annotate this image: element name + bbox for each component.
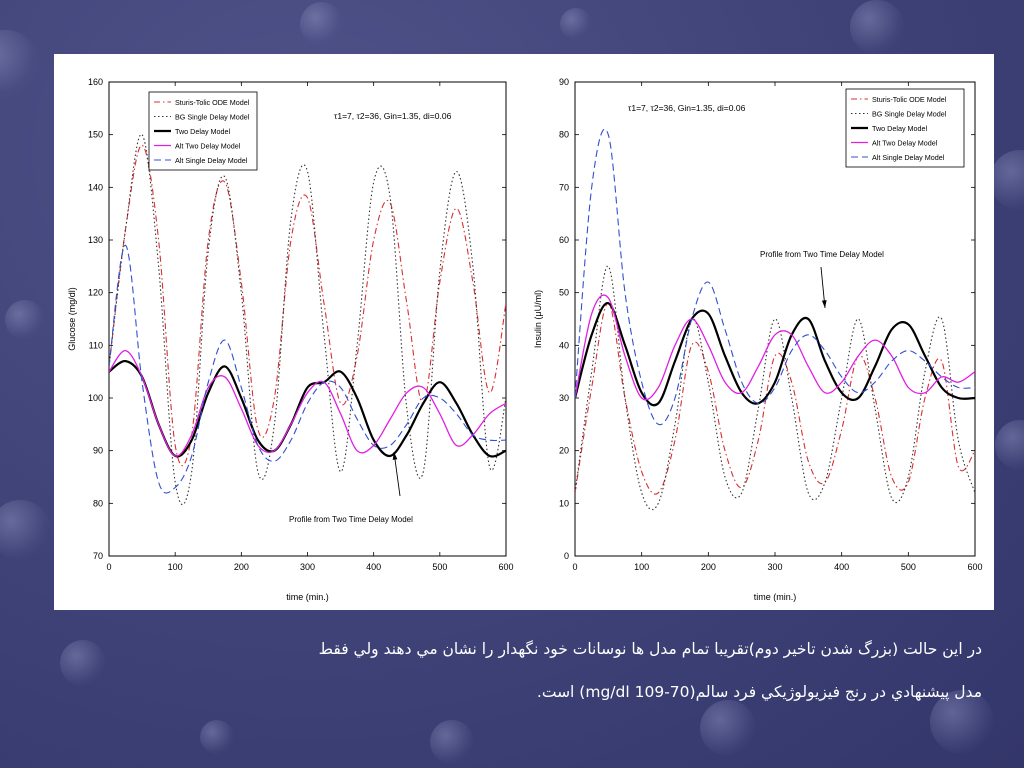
- background-bubble: [990, 150, 1024, 210]
- x-tick-label: 300: [767, 562, 782, 572]
- caption-line-1: در اين حالت (بزرگ شدن تاخير دوم)تقريبا ت…: [318, 640, 982, 658]
- y-tick-label: 90: [559, 77, 569, 87]
- background-bubble: [0, 30, 40, 100]
- x-tick-label: 500: [432, 562, 447, 572]
- x-tick-label: 600: [967, 562, 982, 572]
- x-tick-label: 400: [834, 562, 849, 572]
- series-line-two-delay-model: [109, 360, 506, 458]
- x-tick-label: 0: [572, 562, 577, 572]
- background-bubble: [930, 690, 994, 754]
- y-tick-label: 80: [93, 498, 103, 508]
- background-bubble: [700, 700, 756, 756]
- background-bubble: [300, 2, 344, 46]
- y-tick-label: 60: [559, 235, 569, 245]
- legend-label: Alt Two Delay Model: [872, 139, 938, 148]
- x-tick-label: 100: [634, 562, 649, 572]
- y-tick-label: 150: [88, 130, 103, 140]
- slide-caption: در اين حالت (بزرگ شدن تاخير دوم)تقريبا ت…: [150, 628, 982, 714]
- series-line-two-delay-model: [575, 302, 975, 407]
- charts-svg: 0 100 200 300 400 500 600708090100110120130140…: [67, 77, 983, 602]
- background-bubble: [5, 300, 45, 340]
- chart-figure-panel: 0 100 200 300 400 500 600 70 80 90 100 110 120 130 140…: [54, 54, 994, 610]
- y-tick-label: 40: [559, 340, 569, 350]
- background-bubble: [995, 420, 1024, 470]
- x-axis-label: time (min.): [286, 592, 329, 602]
- x-tick-label: 400: [366, 562, 381, 572]
- background-bubble: [0, 500, 50, 560]
- series-line-alt-single-delay-model: [575, 128, 975, 426]
- x-tick-label: 600: [498, 562, 513, 572]
- y-tick-label: 80: [559, 130, 569, 140]
- y-tick-label: 160: [88, 77, 103, 87]
- y-tick-label: 0: [564, 551, 569, 561]
- parameter-annotation: τ1=7, τ2=36, Gin=1.35, di=0.06: [628, 103, 746, 113]
- x-axis-label: time (min.): [754, 592, 797, 602]
- background-bubble: [560, 8, 592, 40]
- series-line-sturis-tolic-ode-model: [575, 302, 975, 495]
- y-tick-label: 90: [93, 446, 103, 456]
- background-bubble: [200, 720, 234, 754]
- legend-label: BG Single Delay Model: [872, 110, 947, 119]
- annotation-arrow-head: [821, 300, 827, 308]
- y-tick-label: 140: [88, 182, 103, 192]
- legend-label: Alt Two Delay Model: [175, 142, 241, 151]
- parameter-annotation: τ1=7, τ2=36, Gin=1.35, di=0.06: [334, 111, 452, 121]
- legend-label: Sturis-Tolic ODE Model: [872, 95, 947, 104]
- series-line-sturis-tolic-ode-model: [109, 144, 506, 467]
- annotation-arrow-head: [392, 452, 398, 460]
- y-tick-label: 110: [89, 340, 103, 350]
- series-line-alt-two-delay-model: [575, 294, 975, 401]
- series-line-bg-single-delay-model: [109, 134, 506, 506]
- y-tick-label: 10: [559, 498, 569, 508]
- x-tick-label: 200: [701, 562, 716, 572]
- y-tick-label: 70: [93, 551, 103, 561]
- x-tick-label: 100: [168, 562, 183, 572]
- legend-label: Sturis-Tolic ODE Model: [175, 98, 250, 107]
- series-line-alt-two-delay-model: [109, 349, 506, 457]
- background-bubble: [60, 640, 106, 686]
- y-tick-label: 130: [88, 235, 103, 245]
- legend-label: Alt Single Delay Model: [175, 156, 248, 165]
- y-tick-label: 100: [88, 393, 103, 403]
- series-line-bg-single-delay-model: [575, 265, 975, 511]
- background-bubble: [430, 720, 474, 764]
- profile-annotation: Profile from Two Time Delay Model: [289, 515, 413, 524]
- y-tick-label: 120: [88, 288, 103, 298]
- legend-label: BG Single Delay Model: [175, 113, 250, 122]
- series-line-alt-single-delay-model: [109, 244, 506, 494]
- y-tick-label: 70: [559, 182, 569, 192]
- profile-annotation: Profile from Two Time Delay Model: [760, 250, 884, 259]
- y-axis-label: Glucose (mg/dl): [67, 287, 77, 351]
- x-tick-label: 300: [300, 562, 315, 572]
- y-axis-label: Insulin (μU/ml): [533, 290, 543, 348]
- legend-label: Two Delay Model: [175, 127, 231, 136]
- y-tick-label: 20: [559, 446, 569, 456]
- x-tick-label: 500: [901, 562, 916, 572]
- legend-label: Two Delay Model: [872, 124, 928, 133]
- y-tick-label: 30: [559, 393, 569, 403]
- y-tick-label: 50: [559, 288, 569, 298]
- x-tick-label: 200: [234, 562, 249, 572]
- caption-line-2: مدل پيشنهادي در رنج فيزيولوژيکي فرد سالم…: [536, 683, 982, 701]
- legend-label: Alt Single Delay Model: [872, 153, 945, 162]
- x-tick-label: 0: [106, 562, 111, 572]
- background-bubble: [850, 0, 904, 54]
